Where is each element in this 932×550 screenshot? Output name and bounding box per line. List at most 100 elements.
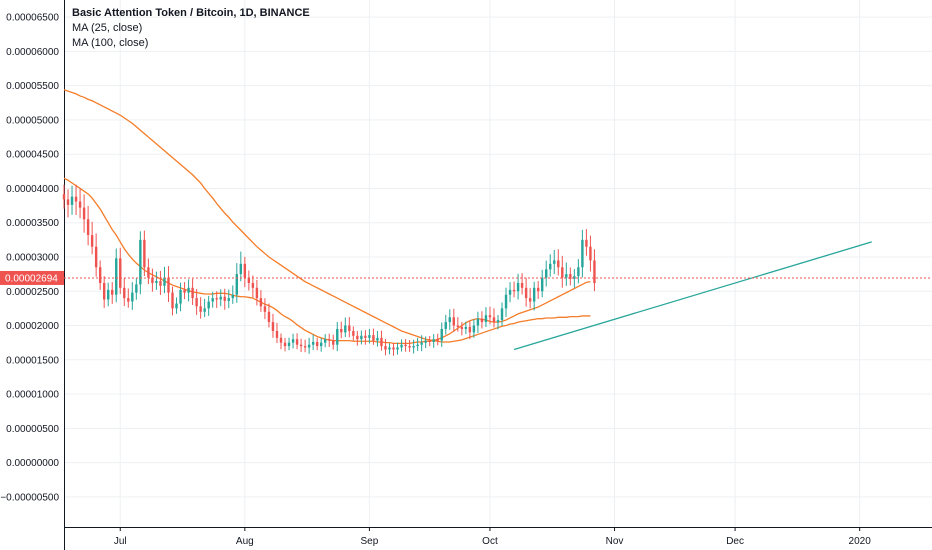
candle-body xyxy=(536,287,540,292)
candle-body xyxy=(211,298,214,302)
candle xyxy=(203,298,206,318)
candle-body xyxy=(372,335,375,341)
candle xyxy=(163,266,166,294)
candle-body xyxy=(460,326,464,329)
ma25-legend[interactable]: MA (25, close) xyxy=(72,22,143,34)
candle xyxy=(436,333,439,346)
y-tick-label: 0.00001500 xyxy=(6,355,59,366)
candle xyxy=(368,328,371,344)
candle-body xyxy=(315,341,319,347)
candle xyxy=(183,282,186,300)
candle xyxy=(512,281,516,298)
candle-body xyxy=(545,269,548,278)
candle-body xyxy=(593,260,596,284)
last-price-label: 0.00002694 xyxy=(5,273,58,284)
candle-body xyxy=(336,328,339,345)
y-tick-label: 0.00005500 xyxy=(6,81,59,92)
candle-body xyxy=(155,280,158,284)
candle-body xyxy=(255,287,259,299)
trendline[interactable] xyxy=(513,241,872,351)
candle xyxy=(492,308,496,328)
candle-body xyxy=(90,235,94,247)
candle-body xyxy=(239,263,243,275)
x-axis-ticks: Jul Aug Sep Oct Nov Dec 2020 xyxy=(114,527,871,547)
candle-body xyxy=(348,325,351,332)
candle xyxy=(412,339,415,354)
candle-body xyxy=(251,283,255,288)
candle-body xyxy=(456,325,460,327)
candle-body xyxy=(247,277,251,284)
candle xyxy=(545,260,548,287)
y-tick-label: 0.00005000 xyxy=(6,115,59,126)
candle-body xyxy=(432,339,435,342)
y-tick-label: 0.00004500 xyxy=(6,150,59,161)
candle-body xyxy=(195,298,198,307)
candle xyxy=(171,286,174,316)
candle xyxy=(396,342,399,355)
candle-body xyxy=(307,344,311,348)
symbol-title[interactable]: Basic Attention Token / Bitcoin, 1D, BIN… xyxy=(72,7,310,19)
candle xyxy=(448,309,451,330)
candle xyxy=(295,333,299,350)
candle-body xyxy=(464,326,468,329)
candle xyxy=(255,279,259,306)
candle xyxy=(360,330,363,345)
candle-body xyxy=(191,287,194,299)
candle-body xyxy=(492,317,496,323)
candle xyxy=(223,288,226,310)
candle xyxy=(388,343,391,355)
candle xyxy=(488,306,492,325)
candle-body xyxy=(573,276,576,279)
candle xyxy=(195,289,198,315)
candle xyxy=(500,302,504,326)
candle xyxy=(275,322,279,344)
candle-body xyxy=(332,340,335,345)
x-tick-label: Dec xyxy=(726,536,744,547)
candle-body xyxy=(512,289,516,292)
candle-body xyxy=(577,267,580,277)
candle-body xyxy=(102,283,106,300)
candle xyxy=(243,256,247,288)
candle xyxy=(484,307,488,328)
candle-body xyxy=(78,201,82,208)
candle-body xyxy=(159,280,162,286)
candle xyxy=(376,330,379,347)
candle-body xyxy=(561,267,564,278)
candle xyxy=(593,249,596,292)
ma100-legend[interactable]: MA (100, close) xyxy=(72,37,149,49)
candle xyxy=(235,263,239,303)
candle xyxy=(215,291,218,308)
candle-body xyxy=(380,337,383,347)
candle xyxy=(356,330,359,346)
candle-body xyxy=(532,287,536,302)
candle-body xyxy=(287,342,291,347)
candle xyxy=(219,289,222,307)
y-tick-label: 0.00004000 xyxy=(6,184,59,195)
candle xyxy=(520,273,524,295)
candle-body xyxy=(344,325,347,333)
candle-body xyxy=(207,301,210,309)
candle xyxy=(549,254,552,277)
candle-body xyxy=(412,346,415,348)
last-price-tag: 0.00002694 xyxy=(0,270,64,285)
candle-body xyxy=(151,277,154,284)
chart-grid xyxy=(64,0,932,527)
candle xyxy=(404,339,407,352)
candle-body xyxy=(283,342,287,347)
candle-body xyxy=(106,289,110,300)
candle-body xyxy=(528,298,532,302)
candle xyxy=(408,340,411,352)
candle-body xyxy=(183,289,186,293)
candle-body xyxy=(199,306,202,312)
candle-body xyxy=(356,335,359,340)
candle xyxy=(400,339,403,352)
candle-body xyxy=(488,315,492,318)
candle-body xyxy=(480,318,484,323)
y-axis-ticks: 0.00006500 0.00006000 0.00005500 0.00005000… xyxy=(0,13,59,504)
candle-body xyxy=(392,347,395,350)
candle xyxy=(283,338,287,352)
candle-body xyxy=(227,298,230,301)
x-tick-label: Sep xyxy=(361,536,379,547)
candle-body xyxy=(516,283,520,292)
